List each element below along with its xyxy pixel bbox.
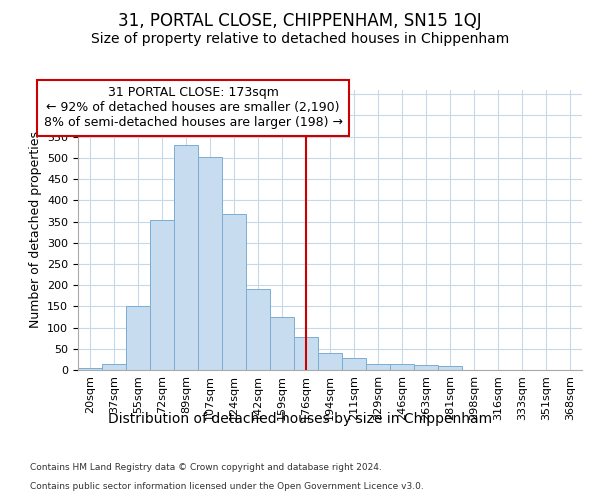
Bar [198, 156, 222, 370]
Bar [318, 353, 342, 370]
Bar [78, 368, 102, 370]
Bar [270, 317, 294, 370]
Bar [102, 364, 126, 370]
Bar [414, 366, 438, 370]
Bar [150, 220, 174, 370]
Y-axis label: Number of detached properties: Number of detached properties [29, 132, 41, 328]
Text: Contains public sector information licensed under the Open Government Licence v3: Contains public sector information licen… [30, 482, 424, 491]
Text: 31, PORTAL CLOSE, CHIPPENHAM, SN15 1QJ: 31, PORTAL CLOSE, CHIPPENHAM, SN15 1QJ [118, 12, 482, 30]
Bar [342, 358, 366, 370]
Bar [390, 364, 414, 370]
Text: Size of property relative to detached houses in Chippenham: Size of property relative to detached ho… [91, 32, 509, 46]
Bar [366, 364, 390, 370]
Text: Contains HM Land Registry data © Crown copyright and database right 2024.: Contains HM Land Registry data © Crown c… [30, 464, 382, 472]
Bar [222, 214, 246, 370]
Bar [126, 306, 150, 370]
Bar [246, 290, 270, 370]
Bar [438, 366, 462, 370]
Bar [294, 337, 318, 370]
Bar [174, 145, 198, 370]
Text: Distribution of detached houses by size in Chippenham: Distribution of detached houses by size … [108, 412, 492, 426]
Text: 31 PORTAL CLOSE: 173sqm
← 92% of detached houses are smaller (2,190)
8% of semi-: 31 PORTAL CLOSE: 173sqm ← 92% of detache… [44, 86, 343, 130]
